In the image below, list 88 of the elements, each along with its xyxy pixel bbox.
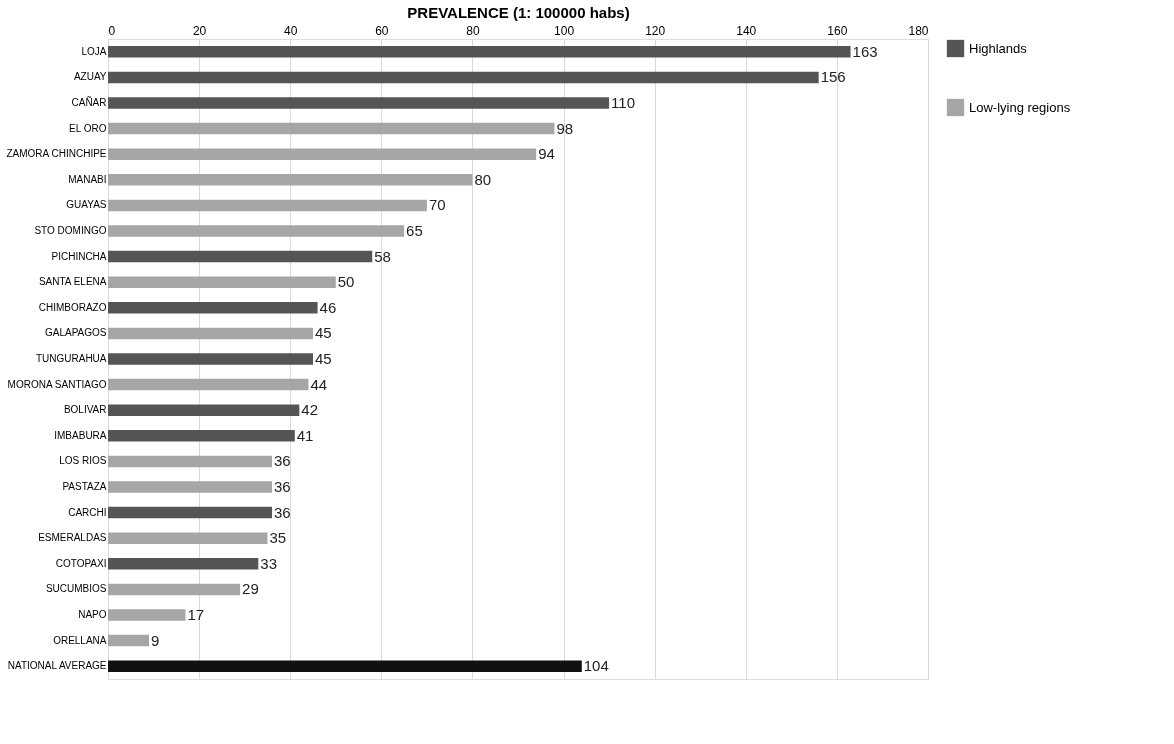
x-tick-label: 20 [192,23,207,38]
y-tick-label: LOS RIOS [59,455,107,467]
y-tick-label: GALAPAGOS [44,327,107,339]
bar [108,378,309,391]
y-tick-label: NATIONAL AVERAGE [7,660,107,672]
bar [108,353,313,365]
bar [108,46,851,58]
data-label: 80 [474,170,492,188]
y-tick-label: ORELLANA [53,634,107,646]
data-label: 94 [538,145,555,163]
y-tick-label: ZAMORA CHINCHIPE [6,148,107,160]
y-tick-label: AZUAY [73,71,107,83]
data-label: 110 [611,94,636,111]
y-tick-label: COTOPAXI [55,557,107,569]
x-tick-label: 80 [466,23,480,38]
data-label: 163 [852,42,878,60]
bar [108,481,272,493]
data-label: 36 [274,503,291,521]
bar [108,327,313,340]
data-label: 104 [583,657,609,675]
bar [108,250,373,263]
data-label: 50 [337,273,355,291]
legend-label: Low-lying regions [969,99,1071,115]
bar [108,634,149,647]
data-label: 44 [310,375,328,393]
data-label: 33 [260,554,278,572]
data-label: 46 [319,298,337,316]
data-label: 35 [269,529,287,547]
bar [108,225,405,237]
y-tick-label: SUCUMBIOS [45,583,107,595]
y-tick-label: SANTA ELENA [38,276,107,288]
x-tick-label: 40 [284,23,298,38]
bar [108,199,427,212]
bar [108,174,473,186]
bar [108,532,268,544]
data-label: 65 [406,222,423,239]
bar [108,506,272,519]
data-label: 42 [301,401,319,419]
bar [108,71,819,84]
x-tick-label: 0 [108,23,116,38]
y-tick-label: NAPO [78,609,107,620]
bar [108,302,318,314]
bar [108,558,259,570]
bar [108,404,300,416]
data-label: 17 [187,606,205,623]
bar [108,430,295,442]
y-tick-label: TUNGURAHUA [35,353,107,364]
y-tick-label: STO DOMINGO [34,225,107,236]
y-tick-label: EL ORO [69,122,107,134]
bar [108,455,272,468]
x-tick-label: 60 [375,23,389,38]
x-tick-label: 100 [554,23,575,38]
y-tick-label: MORONA SANTIAGO [7,378,107,390]
bar [108,660,582,672]
x-tick-label: 180 [908,23,929,38]
data-label: 41 [296,426,314,444]
y-tick-label: MANABI [68,173,107,185]
data-label: 45 [315,350,332,367]
bar [108,148,537,160]
data-label: 70 [428,196,446,214]
y-tick-label: PICHINCHA [51,250,107,262]
y-tick-label: CHIMBORAZO [38,301,107,313]
bar [108,97,610,109]
y-tick-label: BOLIVAR [63,404,107,416]
y-tick-label: LOJA [81,45,107,57]
y-tick-label: PASTAZA [62,481,107,492]
data-label: 36 [274,478,291,495]
x-tick-label: 140 [736,23,757,38]
legend-label: Highlands [969,40,1028,56]
bar [108,276,336,288]
y-tick-label: CARCHI [68,506,107,518]
data-label: 156 [820,68,846,86]
y-tick-label: GUAYAS [66,199,107,211]
x-tick-label: 120 [645,23,666,38]
data-label: 36 [274,452,291,470]
x-axis-title: PREVALENCE (1: 100000 habs) [407,3,630,21]
y-tick-label: ESMERALDAS [38,532,107,544]
data-label: 58 [374,247,391,265]
bar [108,122,555,135]
x-tick-label: 160 [827,23,848,38]
data-label: 29 [242,580,259,598]
data-label: 9 [151,631,160,649]
bar [108,583,241,596]
y-tick-label: IMBABURA [54,429,107,441]
data-label: 45 [315,324,332,342]
data-label: 98 [556,119,574,137]
y-tick-label: CAÑAR [71,96,107,108]
bar [108,609,186,621]
